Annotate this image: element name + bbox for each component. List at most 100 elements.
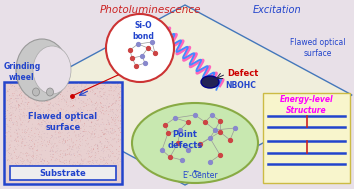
Point <box>23 164 29 167</box>
Point <box>49 134 55 137</box>
Point <box>104 95 110 98</box>
Point <box>60 98 65 101</box>
Point <box>62 140 68 143</box>
Point <box>48 155 54 158</box>
Point <box>16 106 21 109</box>
Point <box>108 136 113 139</box>
Text: E’-Center: E’-Center <box>182 171 218 180</box>
Point <box>85 142 91 145</box>
Point <box>68 145 73 148</box>
Point <box>99 142 105 145</box>
Point <box>87 150 92 153</box>
Point <box>67 152 72 155</box>
Point <box>5 125 11 128</box>
Point <box>18 164 24 167</box>
Point <box>74 111 79 114</box>
Point <box>88 145 94 148</box>
Point <box>41 132 47 135</box>
Point <box>72 115 78 118</box>
Point <box>15 94 20 97</box>
Point <box>4 90 10 93</box>
Point <box>23 125 29 128</box>
Point <box>104 109 109 112</box>
Point <box>40 111 46 114</box>
Point <box>79 102 85 105</box>
Point <box>68 105 74 108</box>
Point <box>66 128 72 131</box>
Point <box>17 117 23 120</box>
Point <box>55 92 61 95</box>
Point <box>104 107 109 110</box>
Point <box>102 145 108 148</box>
Point <box>16 144 22 147</box>
Point <box>39 142 45 145</box>
Point <box>90 133 95 136</box>
Point <box>94 160 100 163</box>
Point <box>68 95 73 98</box>
Point <box>86 142 91 145</box>
Point <box>62 98 68 101</box>
Point <box>48 107 53 110</box>
Point <box>16 104 22 107</box>
Point <box>113 99 119 102</box>
Point <box>93 83 99 86</box>
Point <box>116 82 122 85</box>
Point <box>43 122 49 125</box>
Point <box>118 138 123 141</box>
Point <box>64 125 70 128</box>
Ellipse shape <box>33 46 71 94</box>
Point <box>95 108 101 112</box>
Point <box>78 118 84 121</box>
Point <box>14 83 20 86</box>
Point <box>64 125 69 128</box>
Point <box>88 151 94 154</box>
Point <box>105 123 111 126</box>
Point <box>13 97 19 100</box>
Point <box>36 107 41 110</box>
Point <box>63 141 69 144</box>
Point <box>88 149 93 152</box>
Point <box>21 147 27 150</box>
Point <box>89 149 95 153</box>
Point <box>46 162 52 165</box>
Point <box>80 142 86 145</box>
Point <box>9 164 15 167</box>
Point <box>13 88 19 91</box>
Point <box>32 92 38 95</box>
Point <box>48 84 54 88</box>
Point <box>107 110 113 113</box>
Point <box>79 163 84 166</box>
Point <box>106 113 112 116</box>
Point <box>105 155 111 158</box>
Point <box>10 94 16 97</box>
Point <box>29 126 35 129</box>
Point <box>45 163 50 166</box>
Point <box>116 88 122 91</box>
Point <box>99 143 104 146</box>
Point <box>80 162 86 165</box>
Point <box>88 104 94 107</box>
Point <box>81 134 86 137</box>
Point <box>95 94 100 97</box>
Point <box>56 109 62 112</box>
Point <box>42 85 48 88</box>
Point <box>22 114 27 117</box>
Point <box>118 104 124 107</box>
Point <box>66 130 72 133</box>
Point <box>7 88 12 91</box>
Point <box>38 160 44 163</box>
Point <box>67 160 72 163</box>
Point <box>11 122 16 125</box>
Point <box>93 164 98 167</box>
Point <box>65 104 71 107</box>
Point <box>53 158 58 161</box>
Point <box>7 152 12 155</box>
Point <box>76 153 82 156</box>
Point <box>101 150 106 153</box>
Point <box>44 145 50 148</box>
Point <box>18 83 24 86</box>
Point <box>45 109 51 112</box>
Point <box>19 138 25 141</box>
Point <box>93 159 99 162</box>
Point <box>56 123 62 126</box>
